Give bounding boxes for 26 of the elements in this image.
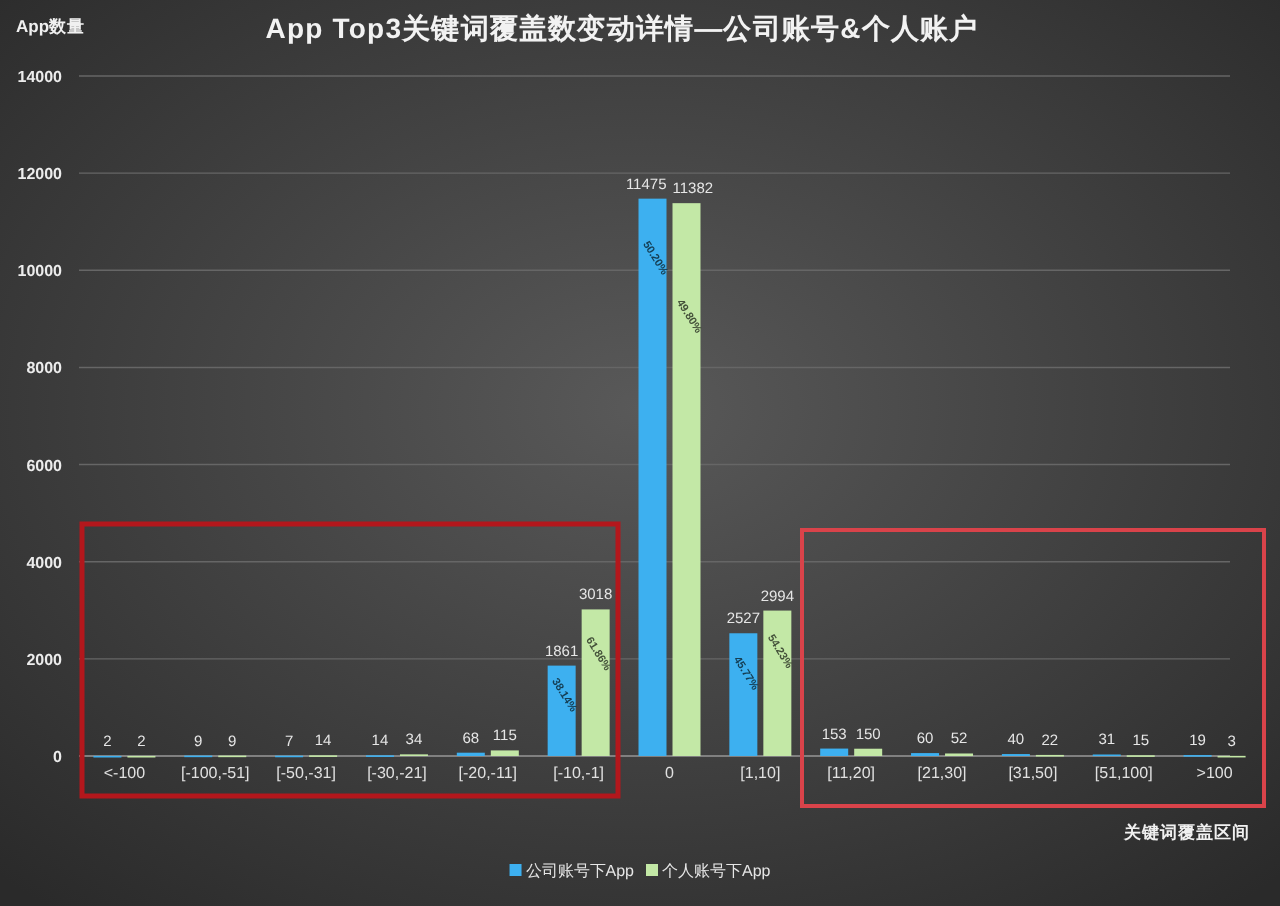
xtick: [-50,-31] [276,764,336,782]
ylabel: App数量 [16,16,86,36]
legend-label: 个人账号下App [662,862,771,880]
title: App Top3关键词覆盖数变动详情—公司账号&个人账户 [265,12,979,44]
ytick: 4000 [26,553,62,572]
xtick: [51,100] [1094,764,1153,782]
xtick: [21,30] [917,764,967,782]
xtick: [-20,-11] [458,764,517,782]
ytick: 2000 [26,650,62,669]
xtick: [-30,-21] [367,764,427,782]
xtick: [-10,-1] [553,764,604,782]
ytick: 8000 [26,359,62,378]
xlabel: 关键词覆盖区间 [1124,822,1250,842]
ytick: 14000 [17,68,62,86]
ytick: 10000 [17,262,62,281]
legend-label: 公司账号下App [525,862,634,880]
xtick: >100 [1196,764,1233,782]
xtick: <-100 [103,764,146,782]
xtick: [31,50] [1008,764,1058,782]
xtick: [11,20] [827,764,876,782]
xtick: [-100,-51] [181,764,250,782]
ytick: 0 [53,748,62,766]
ytick: 6000 [26,456,62,475]
xtick: [1,10] [740,764,781,782]
xtick: 0 [665,764,674,782]
ytick: 12000 [17,165,62,184]
